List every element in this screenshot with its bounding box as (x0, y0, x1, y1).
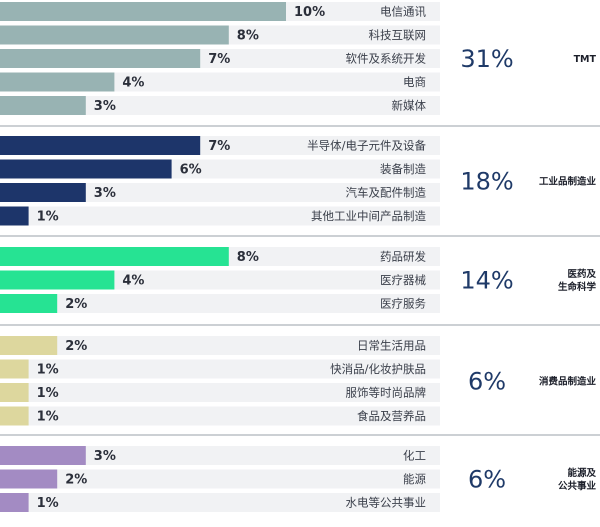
value-bar (0, 96, 86, 115)
bar-value-label: 1% (37, 410, 59, 425)
category-label: 软件及系统开发 (346, 52, 427, 66)
category-label: 医疗器械 (380, 273, 426, 287)
group-name: TMT (574, 54, 597, 65)
group-name: 工业品制造业 (539, 175, 597, 187)
category-label: 食品及营养品 (357, 409, 426, 423)
category-label: 电商 (403, 75, 426, 89)
value-bar (0, 159, 172, 179)
value-bar (0, 446, 86, 465)
value-bar (0, 49, 201, 68)
bar-value-label: 3% (94, 186, 116, 201)
group-name: 消费品制造业 (539, 375, 597, 387)
value-bar (0, 25, 229, 45)
category-label: 医疗服务 (380, 297, 426, 311)
group-total: 6% (468, 466, 506, 494)
bar-value-label: 8% (237, 250, 259, 265)
bar-value-label: 7% (208, 52, 230, 67)
bar-value-label: 4% (122, 76, 144, 91)
bar-value-label: 1% (37, 496, 59, 511)
category-label: 新媒体 (392, 99, 427, 113)
group-name: 医药及 (567, 268, 596, 280)
bar-value-label: 2% (65, 339, 87, 354)
category-label: 快消品/化妆护肤品 (330, 362, 426, 376)
row-background (0, 294, 440, 313)
row-background (0, 359, 440, 379)
category-label: 日常生活用品 (357, 339, 426, 353)
value-bar (0, 336, 58, 355)
category-label: 科技互联网 (369, 28, 427, 42)
category-label: 半导体/电子元件及设备 (307, 139, 426, 153)
bar-value-label: 1% (37, 363, 59, 378)
row-background (0, 493, 440, 512)
row-background (0, 183, 440, 202)
bar-value-label: 8% (237, 29, 259, 44)
bar-value-label: 6% (180, 163, 202, 178)
group-name: 能源及 (567, 467, 596, 479)
value-bar (0, 183, 86, 202)
row-background (0, 383, 440, 402)
value-bar (0, 270, 115, 290)
bar-value-label: 2% (65, 473, 87, 488)
row-background (0, 96, 440, 115)
value-bar (0, 469, 58, 489)
value-bar (0, 206, 29, 226)
value-bar (0, 294, 58, 313)
group-total: 18% (460, 167, 513, 195)
group-name: 公共事业 (558, 480, 597, 492)
category-label: 装备制造 (380, 162, 426, 176)
value-bar (0, 72, 115, 92)
group-total: 14% (460, 267, 513, 295)
category-label: 药品研发 (380, 250, 426, 264)
value-bar (0, 383, 29, 402)
value-bar (0, 2, 286, 21)
row-background (0, 446, 440, 465)
bar-value-label: 10% (294, 5, 325, 20)
category-label: 其他工业中间产品制造 (311, 209, 426, 223)
group-name: 生命科学 (558, 281, 597, 293)
bar-value-label: 2% (65, 297, 87, 312)
value-bar (0, 247, 229, 266)
category-label: 电信通讯 (380, 5, 426, 19)
group-total: 31% (460, 45, 513, 73)
value-bar (0, 359, 29, 379)
value-bar (0, 406, 29, 426)
group-total: 6% (468, 367, 506, 395)
category-label: 服饰等时尚品牌 (346, 386, 427, 400)
row-background (0, 336, 440, 355)
bar-value-label: 7% (208, 139, 230, 154)
row-background (0, 469, 440, 489)
bar-value-label: 1% (37, 210, 59, 225)
row-background (0, 206, 440, 226)
bar-value-label: 3% (94, 99, 116, 114)
bar-value-label: 1% (37, 386, 59, 401)
category-label: 能源 (403, 472, 426, 486)
value-bar (0, 136, 201, 155)
category-label: 水电等公共事业 (346, 496, 427, 510)
bar-value-label: 4% (122, 274, 144, 289)
bar-value-label: 3% (94, 449, 116, 464)
category-label: 化工 (403, 449, 426, 463)
value-bar (0, 493, 29, 512)
row-background (0, 406, 440, 426)
category-label: 汽车及配件制造 (346, 186, 427, 200)
